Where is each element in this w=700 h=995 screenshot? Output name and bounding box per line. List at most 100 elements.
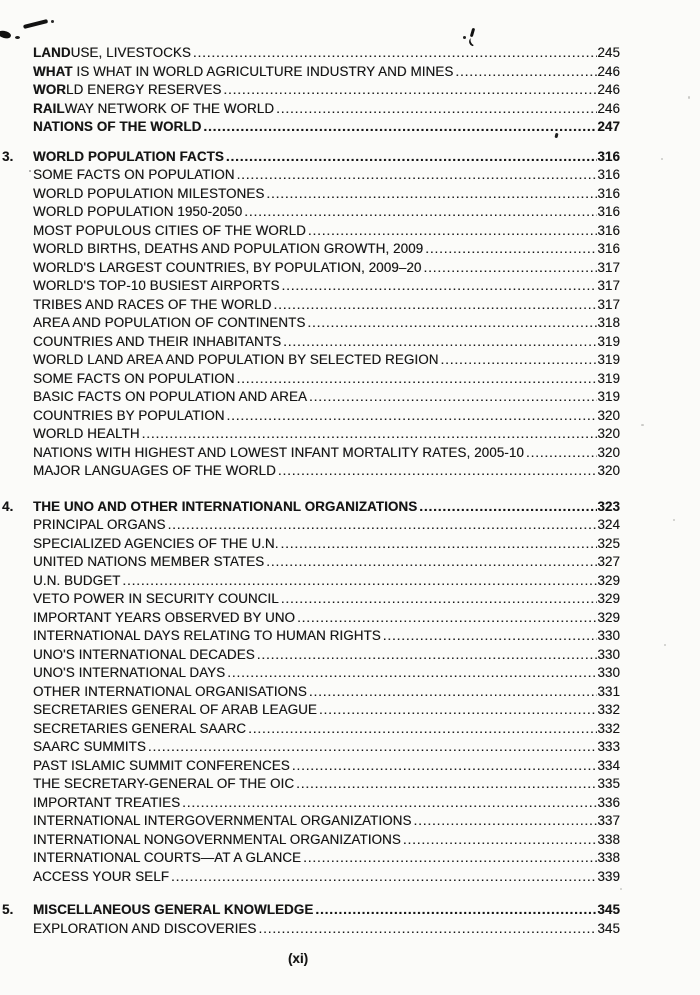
dot-leader: ........................................…	[203, 119, 597, 134]
toc-entry: UNITED NATIONS MEMBER STATES............…	[33, 553, 620, 572]
entry-title: UNO'S INTERNATIONAL DAYS	[33, 665, 226, 680]
entry-page-number: 333	[597, 739, 620, 754]
toc-entry: WORLD ENERGY RESERVES...................…	[33, 81, 620, 100]
dot-leader: ........................................…	[273, 296, 598, 312]
toc-section-heading: THE UNO AND OTHER INTERNATIONANL ORGANIZ…	[2, 498, 620, 517]
entry-title: MAJOR LANGUAGES OF THE WORLD	[33, 463, 276, 478]
entry-page-number: 325	[597, 535, 620, 551]
toc-section-5: MISCELLANEOUS GENERAL KNOWLEDGE.........…	[2, 901, 620, 939]
entry-title: SPECIALIZED AGENCIES OF THE U.N.	[33, 535, 279, 551]
entry-title: SOME FACTS ON POPULATION	[33, 167, 235, 182]
toc-section-heading: MISCELLANEOUS GENERAL KNOWLEDGE.........…	[2, 901, 620, 920]
scan-speck	[673, 519, 675, 521]
entry-page-number: 319	[597, 333, 620, 349]
entry-page-number: 320	[597, 444, 620, 460]
dot-leader: ........................................…	[248, 720, 597, 736]
dot-leader: ........................................…	[283, 333, 598, 349]
dot-leader: ........................................…	[258, 920, 597, 936]
entry-page-number: 339	[597, 868, 620, 884]
dot-leader: ........................................…	[440, 352, 598, 367]
entry-page-number: 320	[597, 426, 620, 441]
entry-page-number: 331	[597, 683, 620, 699]
ink-dot	[51, 20, 54, 23]
dot-leader: ........................................…	[419, 498, 597, 514]
entry-page-number: 246	[597, 100, 620, 116]
page-number-footer: (xi)	[287, 951, 309, 966]
entry-page-number: 318	[597, 315, 620, 330]
toc-entry: SAARC SUMMITS...........................…	[33, 738, 620, 757]
dot-leader: ........................................…	[182, 794, 598, 810]
entry-title: SECRETARIES GENERAL OF ARAB LEAGUE	[33, 702, 317, 717]
scan-speck	[620, 888, 622, 890]
dot-leader: ........................................…	[308, 683, 597, 699]
dot-leader: ........................................…	[147, 739, 597, 754]
dot-leader: ........................................…	[297, 609, 598, 625]
entry-title: WORLD'S TOP-10 BUSIEST AIRPORTS	[33, 278, 280, 293]
entry-title: UNITED NATIONS MEMBER STATES	[33, 554, 265, 569]
entry-title: INTERNATIONAL DAYS RELATING TO HUMAN RIG…	[33, 628, 381, 643]
entry-page-number: 329	[597, 609, 620, 625]
entry-title: COUNTRIES BY POPULATION	[33, 407, 225, 423]
entry-title: MOST POPULOUS CITIES OF THE WORLD	[33, 222, 306, 238]
dot-leader: ........................................…	[382, 628, 598, 643]
entry-page-number: 316	[597, 185, 620, 201]
dot-leader: ........................................…	[192, 45, 598, 60]
entry-title: VETO POWER IN SECURITY COUNCIL	[33, 591, 279, 606]
entry-page-number: 329	[597, 591, 620, 606]
entry-title: WORLD POPULATION FACTS	[33, 148, 224, 164]
dot-leader: ........................................…	[307, 222, 597, 238]
dot-leader: ........................................…	[227, 665, 597, 680]
toc-entry: INTERNATIONAL NONGOVERNMENTAL ORGANIZATI…	[33, 831, 620, 850]
entry-title: TRIBES AND RACES OF THE WORLD	[33, 296, 272, 312]
dot-leader: ........................................…	[277, 463, 597, 478]
dot-leader: ........................................…	[402, 831, 597, 847]
entry-page-number: 319	[597, 370, 620, 386]
entry-title: RAILWAY NETWORK OF THE WORLD	[33, 100, 275, 116]
section-number: 4.	[2, 498, 14, 514]
entry-page-number: 332	[597, 720, 620, 736]
dot-leader: ........................................…	[309, 389, 597, 404]
entry-title: LANDUSE, LIVESTOCKS	[33, 45, 191, 60]
entry-title: U.N. BUDGET	[33, 572, 121, 588]
entry-page-number: 327	[597, 554, 620, 569]
toc-entry: IMPORTANT YEARS OBSERVED BY UNO.........…	[33, 609, 620, 628]
dot-leader: ........................................…	[291, 757, 598, 773]
entry-title: THE UNO AND OTHER INTERNATIONANL ORGANIZ…	[33, 498, 418, 514]
entry-title: MISCELLANEOUS GENERAL KNOWLEDGE	[33, 902, 314, 917]
toc-entry: EXPLORATION AND DISCOVERIES.............…	[33, 920, 620, 939]
entry-title: IMPORTANT YEARS OBSERVED BY UNO	[33, 609, 296, 625]
entry-title: SECRETARIES GENERAL SAARC	[33, 720, 247, 736]
dot-leader: ........................................…	[296, 776, 597, 791]
dot-leader: ........................................…	[423, 259, 597, 275]
ink-dot	[463, 36, 466, 39]
ink-dot	[15, 36, 20, 39]
entry-title: WORLD'S LARGEST COUNTRIES, BY POPULATION…	[33, 259, 422, 275]
entry-title-bold-prefix: WHAT	[33, 63, 73, 79]
toc-entry: NATIONS OF THE WORLD....................…	[33, 118, 620, 137]
dot-leader: ........................................…	[122, 572, 597, 588]
entry-title: WORLD POPULATION MILESTONES	[33, 185, 265, 201]
dot-leader: ........................................…	[276, 100, 597, 116]
toc-entry: SECRETARIES GENERAL SAARC...............…	[33, 720, 620, 739]
entry-page-number: 247	[597, 119, 620, 134]
entry-page-number: 246	[597, 63, 620, 79]
entry-title: COUNTRIES AND THEIR INHABITANTS	[33, 333, 282, 349]
entry-title: INTERNATIONAL COURTS—AT A GLANCE	[33, 850, 302, 865]
dot-leader: ........................................…	[236, 370, 598, 386]
toc-entry: WORLD'S TOP-10 BUSIEST AIRPORTS.........…	[33, 277, 620, 296]
entry-title: THE SECRETARY-GENERAL OF THE OIC	[33, 776, 295, 791]
entry-title: SOME FACTS ON POPULATION	[33, 370, 235, 386]
toc-entry: MAJOR LANGUAGES OF THE WORLD............…	[33, 462, 620, 481]
toc-entry: SECRETARIES GENERAL OF ARAB LEAGUE......…	[33, 701, 620, 720]
entry-page-number: 317	[597, 296, 620, 312]
entry-title: OTHER INTERNATIONAL ORGANISATIONS	[33, 683, 307, 699]
entry-page-number: 316	[597, 204, 620, 219]
entry-title: AREA AND POPULATION OF CONTINENTS	[33, 315, 306, 330]
scan-speck	[688, 96, 690, 99]
entry-title: WORLD LAND AREA AND POPULATION BY SELECT…	[33, 352, 439, 367]
entry-page-number: 323	[597, 498, 620, 514]
toc-entry: ACCESS YOUR SELF........................…	[33, 868, 620, 887]
toc-entry: COUNTRIES BY POPULATION.................…	[33, 407, 620, 426]
entry-page-number: 246	[597, 82, 620, 97]
entry-page-number: 330	[597, 665, 620, 680]
